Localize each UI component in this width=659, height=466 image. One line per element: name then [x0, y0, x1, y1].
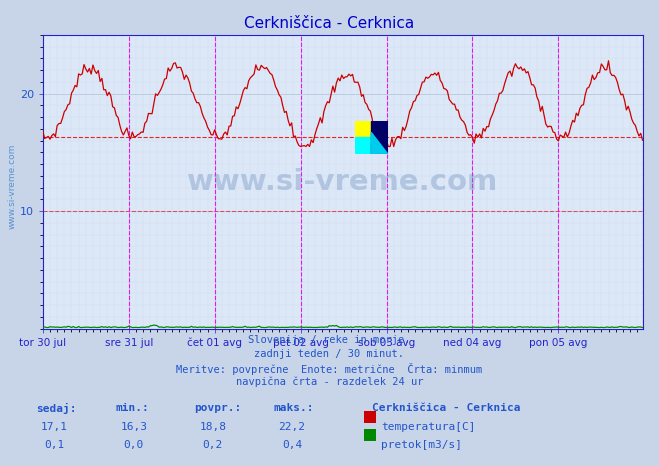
Text: 0,2: 0,2 [203, 440, 223, 450]
Text: povpr.:: povpr.: [194, 403, 242, 413]
Text: Slovenija / reke in morje.: Slovenija / reke in morje. [248, 335, 411, 344]
Bar [355, 121, 371, 137]
Text: Cerkniščica - Cerknica: Cerkniščica - Cerknica [244, 16, 415, 31]
Bar [355, 137, 371, 154]
Text: 16,3: 16,3 [121, 422, 147, 432]
Text: Cerkniščica - Cerknica: Cerkniščica - Cerknica [372, 403, 521, 413]
Text: zadnji teden / 30 minut.: zadnji teden / 30 minut. [254, 349, 405, 358]
Text: 22,2: 22,2 [279, 422, 305, 432]
Text: temperatura[C]: temperatura[C] [381, 422, 475, 432]
Text: www.si-vreme.com: www.si-vreme.com [187, 168, 498, 196]
Text: Meritve: povprečne  Enote: metrične  Črta: minmum: Meritve: povprečne Enote: metrične Črta:… [177, 363, 482, 375]
Text: 18,8: 18,8 [200, 422, 226, 432]
Text: www.si-vreme.com: www.si-vreme.com [8, 144, 17, 229]
Text: min.:: min.: [115, 403, 149, 413]
Text: 0,4: 0,4 [282, 440, 302, 450]
Text: navpična črta - razdelek 24 ur: navpična črta - razdelek 24 ur [236, 377, 423, 387]
Text: 17,1: 17,1 [42, 422, 68, 432]
Text: 0,1: 0,1 [45, 440, 65, 450]
Text: 0,0: 0,0 [124, 440, 144, 450]
Text: maks.:: maks.: [273, 403, 314, 413]
Text: pretok[m3/s]: pretok[m3/s] [381, 440, 462, 450]
Text: sedaj:: sedaj: [36, 403, 76, 414]
Bar [371, 121, 387, 154]
Polygon shape [371, 132, 387, 154]
